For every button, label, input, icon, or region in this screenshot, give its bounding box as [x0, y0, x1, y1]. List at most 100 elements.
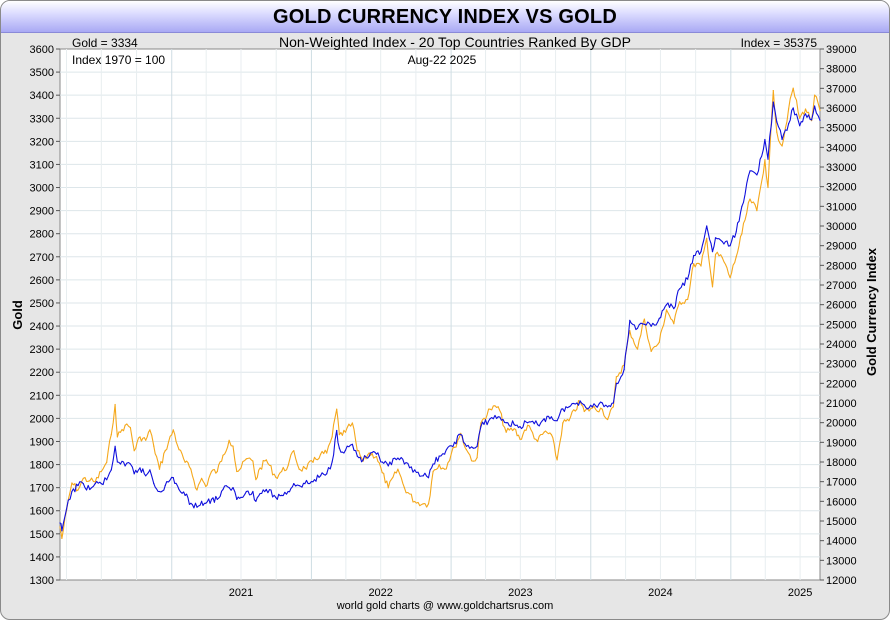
- index-point: [232, 487, 234, 489]
- index-point: [368, 455, 370, 457]
- gold-point: [252, 460, 254, 462]
- index-point: [673, 308, 675, 310]
- index-point: [811, 119, 813, 121]
- index-point: [776, 121, 778, 123]
- index-point: [591, 406, 593, 408]
- index-point: [116, 461, 118, 463]
- gold-point: [293, 450, 295, 452]
- gold-point: [201, 477, 203, 479]
- gold-point: [472, 460, 474, 462]
- date-label: Aug-22 2025: [408, 53, 477, 67]
- index-point: [356, 455, 358, 457]
- gold-point: [665, 309, 668, 311]
- y-tick-label-right: 19000: [826, 437, 857, 449]
- gold-point: [403, 487, 405, 489]
- y-tick-label-right: 31000: [826, 201, 857, 213]
- y-tick-label-left: 3500: [30, 67, 54, 79]
- y-tick-label-left: 1900: [30, 436, 54, 448]
- gold-point: [89, 480, 91, 482]
- gold-point: [124, 424, 126, 426]
- index-point: [320, 475, 322, 477]
- index-point: [255, 500, 257, 502]
- index-point: [819, 119, 821, 121]
- gold-point: [178, 449, 180, 451]
- index-point: [304, 483, 306, 485]
- index-point: [145, 475, 147, 477]
- gold-point: [344, 431, 347, 433]
- gold-point: [636, 348, 639, 350]
- series-layer: [59, 87, 821, 540]
- index-point: [453, 441, 456, 443]
- index-point: [312, 481, 314, 483]
- index-point: [252, 490, 254, 493]
- y-tick-label-left: 1400: [30, 552, 54, 564]
- index-point: [375, 453, 378, 455]
- gold-point: [537, 440, 539, 443]
- y-tick-label-right: 28000: [826, 260, 857, 272]
- base-note: Index 1970 = 100: [72, 53, 165, 67]
- index-point: [381, 461, 383, 463]
- gold-point: [304, 467, 306, 469]
- gold-point: [100, 470, 102, 473]
- gold-point: [729, 277, 731, 279]
- y-tick-label-left: 2000: [30, 413, 54, 425]
- gold-point: [550, 434, 553, 436]
- index-point: [149, 469, 151, 471]
- index-point: [139, 467, 141, 469]
- index-point: [460, 433, 462, 436]
- gold-point: [312, 461, 314, 463]
- gold-point: [216, 470, 218, 473]
- index-point: [527, 422, 529, 424]
- gold-point: [749, 198, 751, 200]
- gold-point: [444, 468, 446, 470]
- gold-point: [245, 458, 247, 460]
- gold-point: [356, 450, 358, 452]
- gold-point: [480, 422, 482, 424]
- index-point: [556, 420, 558, 422]
- gold-point: [110, 434, 112, 436]
- y-tick-label-right: 20000: [826, 418, 857, 430]
- index-point: [59, 522, 61, 524]
- gold-point: [612, 406, 615, 408]
- gold-point: [205, 485, 207, 488]
- index-point: [438, 455, 440, 457]
- gold-point: [422, 503, 424, 505]
- index-point: [615, 382, 618, 384]
- index-point: [799, 125, 801, 127]
- index-point: [210, 498, 213, 500]
- index-point: [82, 483, 84, 485]
- index-point: [476, 445, 478, 447]
- y-tick-label-right: 23000: [826, 359, 857, 371]
- index-point: [164, 485, 166, 487]
- gold-point: [77, 489, 79, 491]
- index-point: [729, 245, 731, 247]
- gold-point: [776, 131, 778, 133]
- y-tick-label-left: 2900: [30, 206, 54, 218]
- index-point: [129, 463, 131, 465]
- gold-point: [601, 408, 603, 410]
- gold-point: [568, 420, 570, 422]
- gold-point: [351, 422, 353, 424]
- y-tick-label-left: 2600: [30, 275, 54, 287]
- index-point: [326, 473, 328, 475]
- index-point: [781, 138, 783, 141]
- index-point: [293, 483, 295, 485]
- gold-point: [767, 186, 769, 189]
- index-point: [275, 496, 277, 498]
- gold-point: [706, 237, 708, 239]
- gold-point: [338, 434, 340, 436]
- gold-point: [259, 467, 261, 469]
- gold-point: [139, 436, 141, 438]
- gold-point: [489, 408, 491, 410]
- y-tick-label-right: 22000: [826, 378, 857, 390]
- index-point: [119, 463, 122, 465]
- index-point: [432, 463, 434, 465]
- gold-point: [326, 452, 328, 454]
- index-point: [153, 483, 155, 485]
- y-tick-label-left: 1700: [30, 483, 54, 495]
- y-tick-label-right: 36000: [826, 103, 857, 115]
- index-point: [721, 241, 724, 243]
- index-point: [489, 418, 491, 420]
- y-tick-label-right: 32000: [826, 182, 857, 194]
